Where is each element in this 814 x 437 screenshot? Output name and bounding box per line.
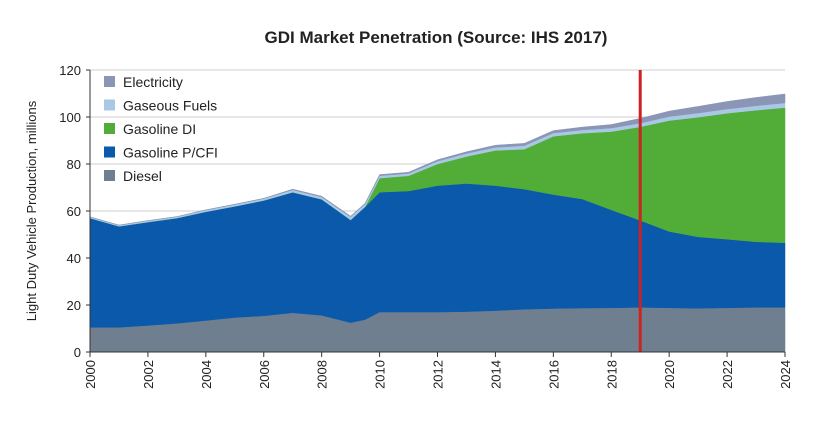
x-tick-label: 2016 — [546, 360, 561, 389]
x-tick-label: 2018 — [604, 360, 619, 389]
x-tick-label: 2010 — [373, 360, 388, 389]
x-tick-label: 2000 — [83, 360, 98, 389]
y-tick-label: 60 — [67, 204, 81, 219]
y-tick-label: 80 — [67, 157, 81, 172]
x-tick-label: 2006 — [257, 360, 272, 389]
x-tick-label: 2014 — [488, 360, 503, 389]
x-tick-label: 2004 — [199, 360, 214, 389]
legend-label: Electricity — [123, 74, 183, 90]
legend: Electricity Gaseous Fuels Gasoline DI Gasol… — [104, 74, 218, 184]
legend-swatch — [104, 99, 115, 111]
x-tick-label: 2008 — [315, 360, 330, 389]
chart-title: GDI Market Penetration (Source: IHS 2017… — [265, 28, 608, 47]
area-series — [89, 93, 786, 353]
axes: 0 20 40 60 80 100 120 2000 2002 2004 2006 2008 2010 2… — [59, 63, 793, 389]
y-tick-label: 100 — [59, 110, 81, 125]
x-tick-label: 2012 — [431, 360, 446, 389]
legend-label: Gasoline P/CFI — [123, 145, 218, 161]
area-electricity — [89, 93, 786, 226]
legend-label: Gasoline DI — [123, 121, 196, 137]
x-tick-label: 2002 — [141, 360, 156, 389]
legend-swatch — [104, 170, 115, 181]
y-axis-label: Light Duty Vehicle Production, millions — [24, 100, 39, 321]
legend-label: Diesel — [123, 168, 162, 184]
y-tick-label: 0 — [74, 345, 81, 360]
y-tick-label: 20 — [67, 298, 81, 313]
y-tick-label: 40 — [67, 251, 81, 266]
x-tick-label: 2020 — [662, 360, 677, 389]
x-tick-label: 2024 — [778, 360, 793, 389]
x-tick-label: 2022 — [720, 360, 735, 389]
y-tick-label: 120 — [59, 63, 81, 78]
legend-swatch — [104, 76, 115, 87]
legend-swatch — [104, 123, 115, 134]
legend-swatch — [104, 146, 115, 158]
legend-label: Gaseous Fuels — [123, 98, 217, 114]
